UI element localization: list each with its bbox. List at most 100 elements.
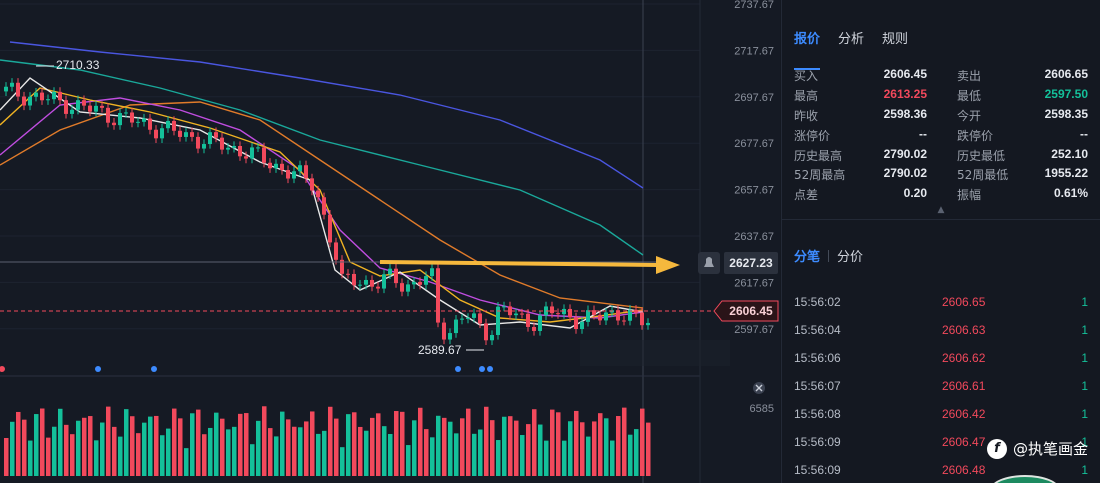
candle-body: [586, 310, 590, 322]
candle-body: [580, 321, 584, 330]
ma-line-blue: [9, 41, 644, 189]
candle-body: [268, 162, 272, 169]
candle-body: [148, 118, 152, 130]
event-dot[interactable]: [455, 366, 461, 372]
candle-body: [346, 273, 350, 275]
candle-body: [76, 100, 80, 110]
candle-body: [88, 105, 92, 112]
candle-body: [214, 132, 218, 138]
tick-price: 2606.62: [942, 350, 986, 365]
candle-body: [490, 335, 494, 341]
volume-bar: [202, 434, 207, 476]
volume-bar: [34, 414, 39, 476]
price-axis-label: 2637.67: [734, 231, 774, 243]
quote-label: 今开: [957, 108, 982, 123]
price-axis-label: 2717.67: [734, 45, 774, 57]
candle-body: [52, 91, 56, 100]
tab-ticks[interactable]: 分笔: [794, 250, 821, 266]
event-dot[interactable]: [151, 366, 157, 372]
candle-body: [478, 313, 482, 324]
candle-body: [256, 147, 260, 149]
candle-body: [400, 283, 404, 292]
quote-label: 昨收: [794, 108, 819, 123]
volume-bar: [112, 426, 117, 476]
tab-rules[interactable]: 规则: [882, 32, 909, 47]
volume-bar: [436, 415, 441, 476]
candle-body: [250, 147, 254, 159]
candle-body: [502, 306, 506, 308]
volume-bar: [592, 421, 597, 476]
volume-bar: [160, 435, 165, 476]
volume-bar: [616, 416, 621, 476]
chart-area[interactable]: 2737.67 2717.67 2697.67 2677.67 2657.67 2637.…: [0, 0, 780, 483]
candle-body: [526, 313, 530, 327]
candle-body: [22, 96, 26, 106]
candlestick-chart[interactable]: 2737.67 2717.67 2697.67 2677.67 2657.67 2637.…: [0, 0, 780, 483]
tick-price: 2606.63: [942, 322, 986, 337]
volume-bar: [466, 408, 471, 476]
watermark-logo-icon: f: [986, 438, 1007, 459]
volume-bar: [448, 421, 453, 476]
volume-bar: [574, 410, 579, 476]
volume-bar: [268, 428, 273, 476]
candle-body: [280, 163, 284, 171]
volume-bar: [430, 437, 435, 476]
volume-bar: [304, 421, 309, 476]
event-dot[interactable]: [95, 366, 101, 372]
high-price-label: 2710.33: [56, 58, 100, 72]
quote-value: 0.61%: [1053, 186, 1088, 201]
arrow-shaft: [379, 260, 659, 267]
candle-body: [160, 128, 164, 139]
volume-bar: [10, 421, 15, 476]
volume-bar: [514, 420, 519, 476]
quote-value: --: [919, 126, 927, 141]
volume-bar: [40, 408, 45, 476]
quote-label: 最低: [957, 89, 982, 104]
candle-body: [328, 214, 332, 243]
volume-bar: [508, 416, 513, 476]
candle-body: [82, 100, 86, 106]
candle-body: [16, 82, 20, 97]
event-dot[interactable]: [479, 366, 485, 372]
volume-bar: [502, 416, 507, 476]
tab-price-levels[interactable]: 分价: [837, 250, 864, 266]
price-axis-label: 2737.67: [734, 0, 774, 11]
volume-bar: [586, 436, 591, 476]
tab-quote[interactable]: 报价: [794, 28, 821, 70]
tab-analysis[interactable]: 分析: [838, 32, 865, 47]
quote-label: 跌停价: [957, 128, 994, 143]
volume-bar: [622, 407, 627, 476]
tick-time: 15:56:04: [794, 322, 841, 337]
event-dot[interactable]: [487, 366, 493, 372]
quote-row: 最高 2613.25 最低 2597.50: [794, 86, 1088, 106]
candle-body: [40, 92, 44, 101]
alert-price-value: 2627.23: [729, 256, 773, 270]
volume-bar: [238, 413, 243, 476]
volume-bar: [364, 430, 369, 476]
volume-bar: [280, 411, 285, 476]
volume-bar: [352, 412, 357, 476]
price-axis-label: 2597.67: [734, 324, 774, 336]
volume-bar: [424, 429, 429, 476]
collapse-handle-icon[interactable]: ▲: [937, 204, 945, 215]
volume-bar: [76, 420, 81, 476]
quote-value: 2790.02: [883, 166, 927, 181]
watermark-text: @执笔画金: [1012, 440, 1088, 458]
volume-bar: [58, 408, 63, 476]
volume-bar: [106, 406, 111, 476]
event-dot[interactable]: [0, 366, 5, 372]
tick-volume: 1: [1081, 294, 1088, 309]
volume-bar: [88, 416, 93, 476]
quote-label: 买入: [794, 69, 819, 84]
candle-body: [292, 171, 296, 179]
candle-body: [58, 91, 62, 101]
volume-bar: [598, 413, 603, 476]
candle-body: [298, 165, 302, 172]
tick-time: 15:56:09: [794, 434, 841, 449]
quote-value: 2790.02: [883, 146, 927, 161]
volume-bar: [532, 409, 537, 476]
alert-price-box[interactable]: [724, 252, 778, 274]
quote-label: 涨停价: [794, 128, 831, 143]
candle-body: [640, 312, 644, 326]
quote-row: 52周最高 2790.02 52周最低 1955.22: [794, 165, 1088, 185]
